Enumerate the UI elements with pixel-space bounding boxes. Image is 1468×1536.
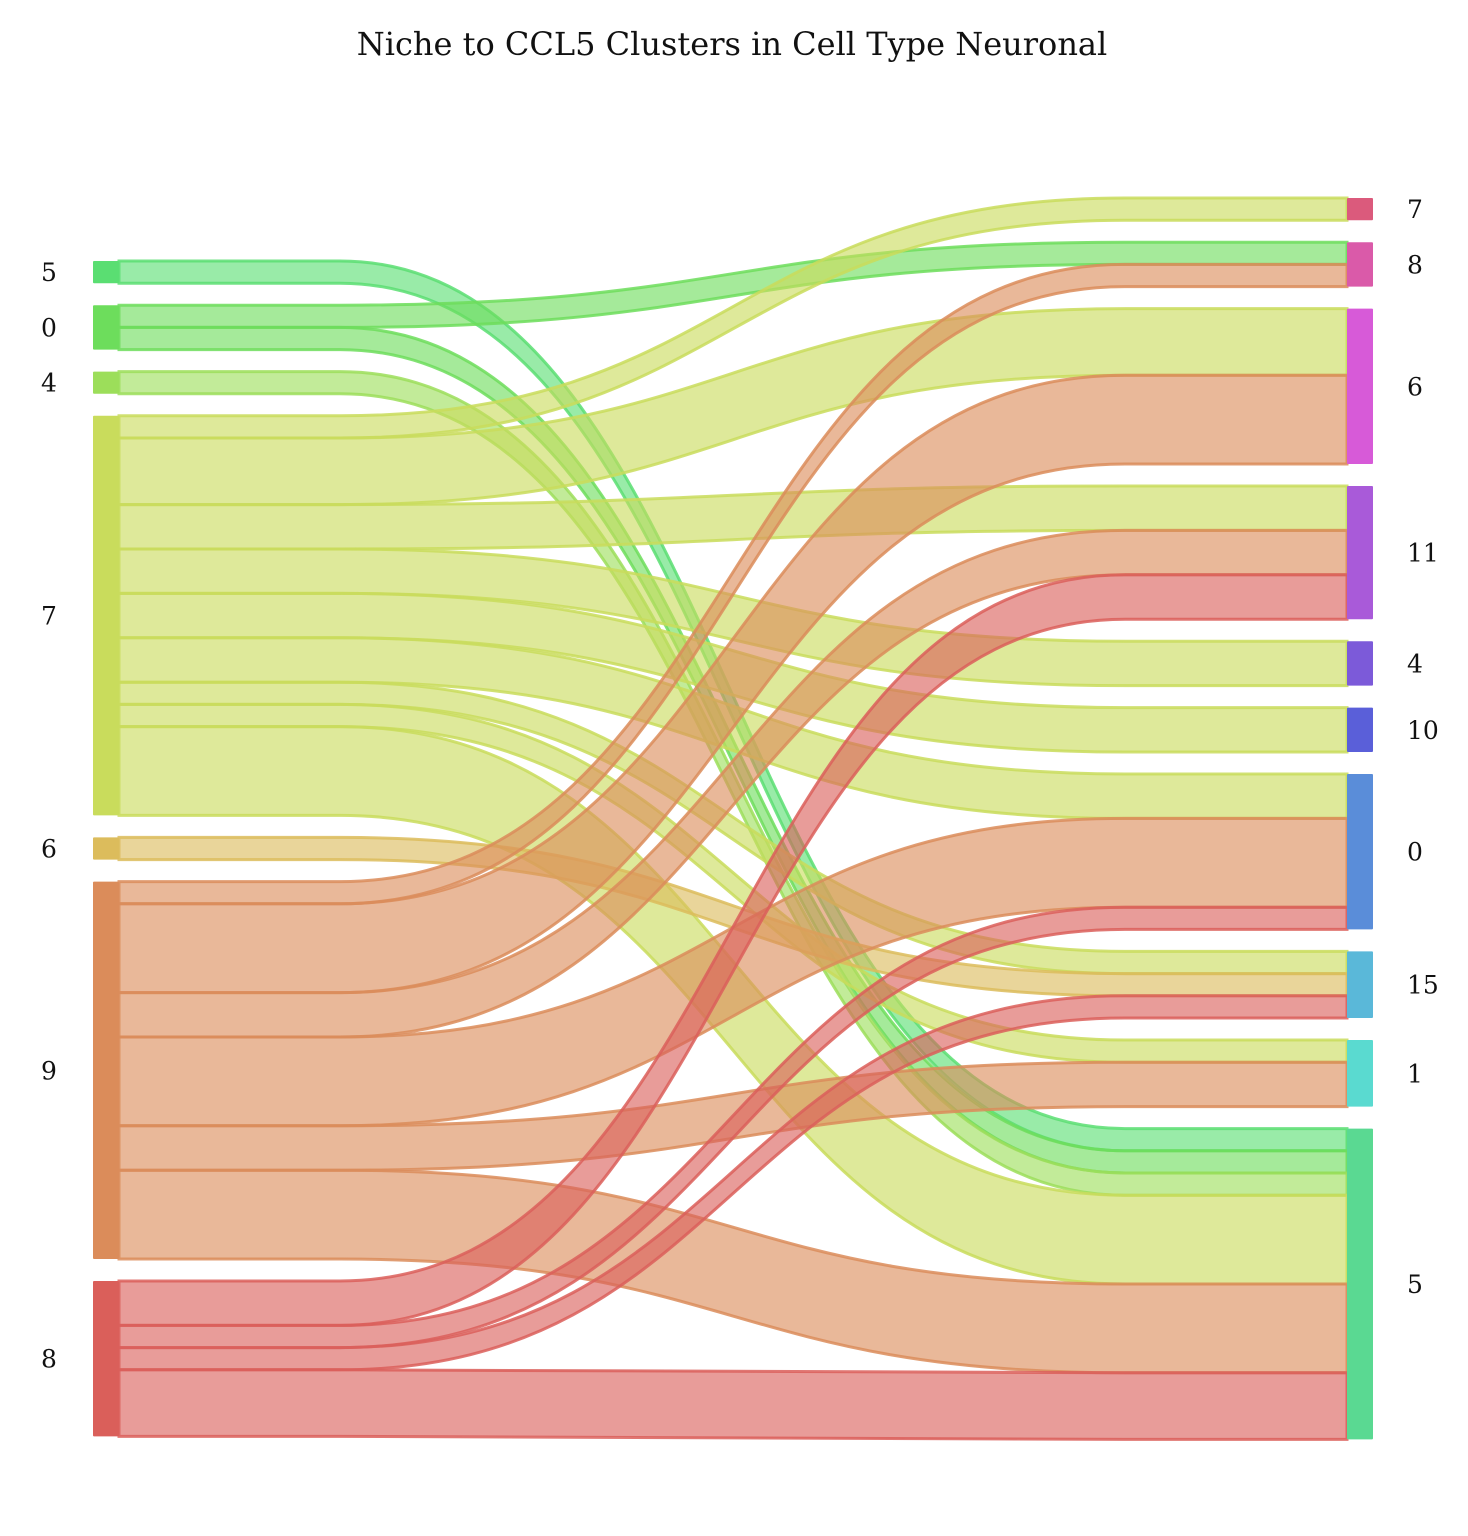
flow-L9-to-R8: [117, 262, 1349, 906]
left-node-label-9: 9: [41, 1056, 57, 1085]
flow-L7-to-R4: [117, 547, 1349, 688]
flow-L9-to-R6: [117, 373, 1349, 995]
right-node-4: [1347, 641, 1373, 686]
flow-L7-to-R7: [117, 196, 1349, 440]
right-node-5: [1347, 1128, 1373, 1440]
right-node-label-7: 7: [1407, 195, 1423, 224]
right-node-6: [1347, 308, 1373, 464]
right-node-0: [1347, 774, 1373, 930]
right-node-label-10: 10: [1407, 716, 1439, 745]
chart-title: Niche to CCL5 Clusters in Cell Type Neur…: [357, 25, 1107, 63]
right-node-8: [1347, 242, 1373, 287]
left-node-label-0: 0: [41, 313, 57, 342]
flow-L8-to-R0: [117, 905, 1349, 1350]
flow-L8-to-R5: [117, 1368, 1349, 1441]
right-node-15: [1347, 951, 1373, 1018]
right-node-7: [1347, 198, 1373, 221]
flow-L8-to-R15: [117, 994, 1349, 1372]
left-node-label-4: 4: [41, 369, 57, 398]
left-node-4: [93, 371, 119, 394]
left-node-8: [93, 1281, 119, 1437]
left-node-9: [93, 881, 119, 1259]
left-node-0: [93, 305, 119, 350]
flows-group: [117, 196, 1349, 1441]
nodes-group: [93, 198, 1373, 1440]
left-node-6: [93, 837, 119, 860]
right-node-label-15: 15: [1407, 971, 1439, 1000]
right-node-label-4: 4: [1407, 649, 1423, 678]
right-node-label-11: 11: [1407, 539, 1439, 568]
right-node-10: [1347, 707, 1373, 752]
left-node-5: [93, 261, 119, 284]
right-node-label-1: 1: [1407, 1059, 1423, 1088]
left-node-label-8: 8: [41, 1345, 57, 1374]
left-node-label-6: 6: [41, 835, 57, 864]
left-node-label-5: 5: [41, 258, 57, 287]
right-node-label-8: 8: [1407, 250, 1423, 279]
left-node-label-7: 7: [41, 602, 57, 631]
right-node-label-6: 6: [1407, 372, 1423, 401]
right-node-label-5: 5: [1407, 1270, 1423, 1299]
right-node-1: [1347, 1040, 1373, 1107]
left-node-7: [93, 415, 119, 816]
right-node-label-0: 0: [1407, 838, 1423, 867]
flow-L8-to-R11: [117, 573, 1349, 1327]
right-node-11: [1347, 486, 1373, 620]
